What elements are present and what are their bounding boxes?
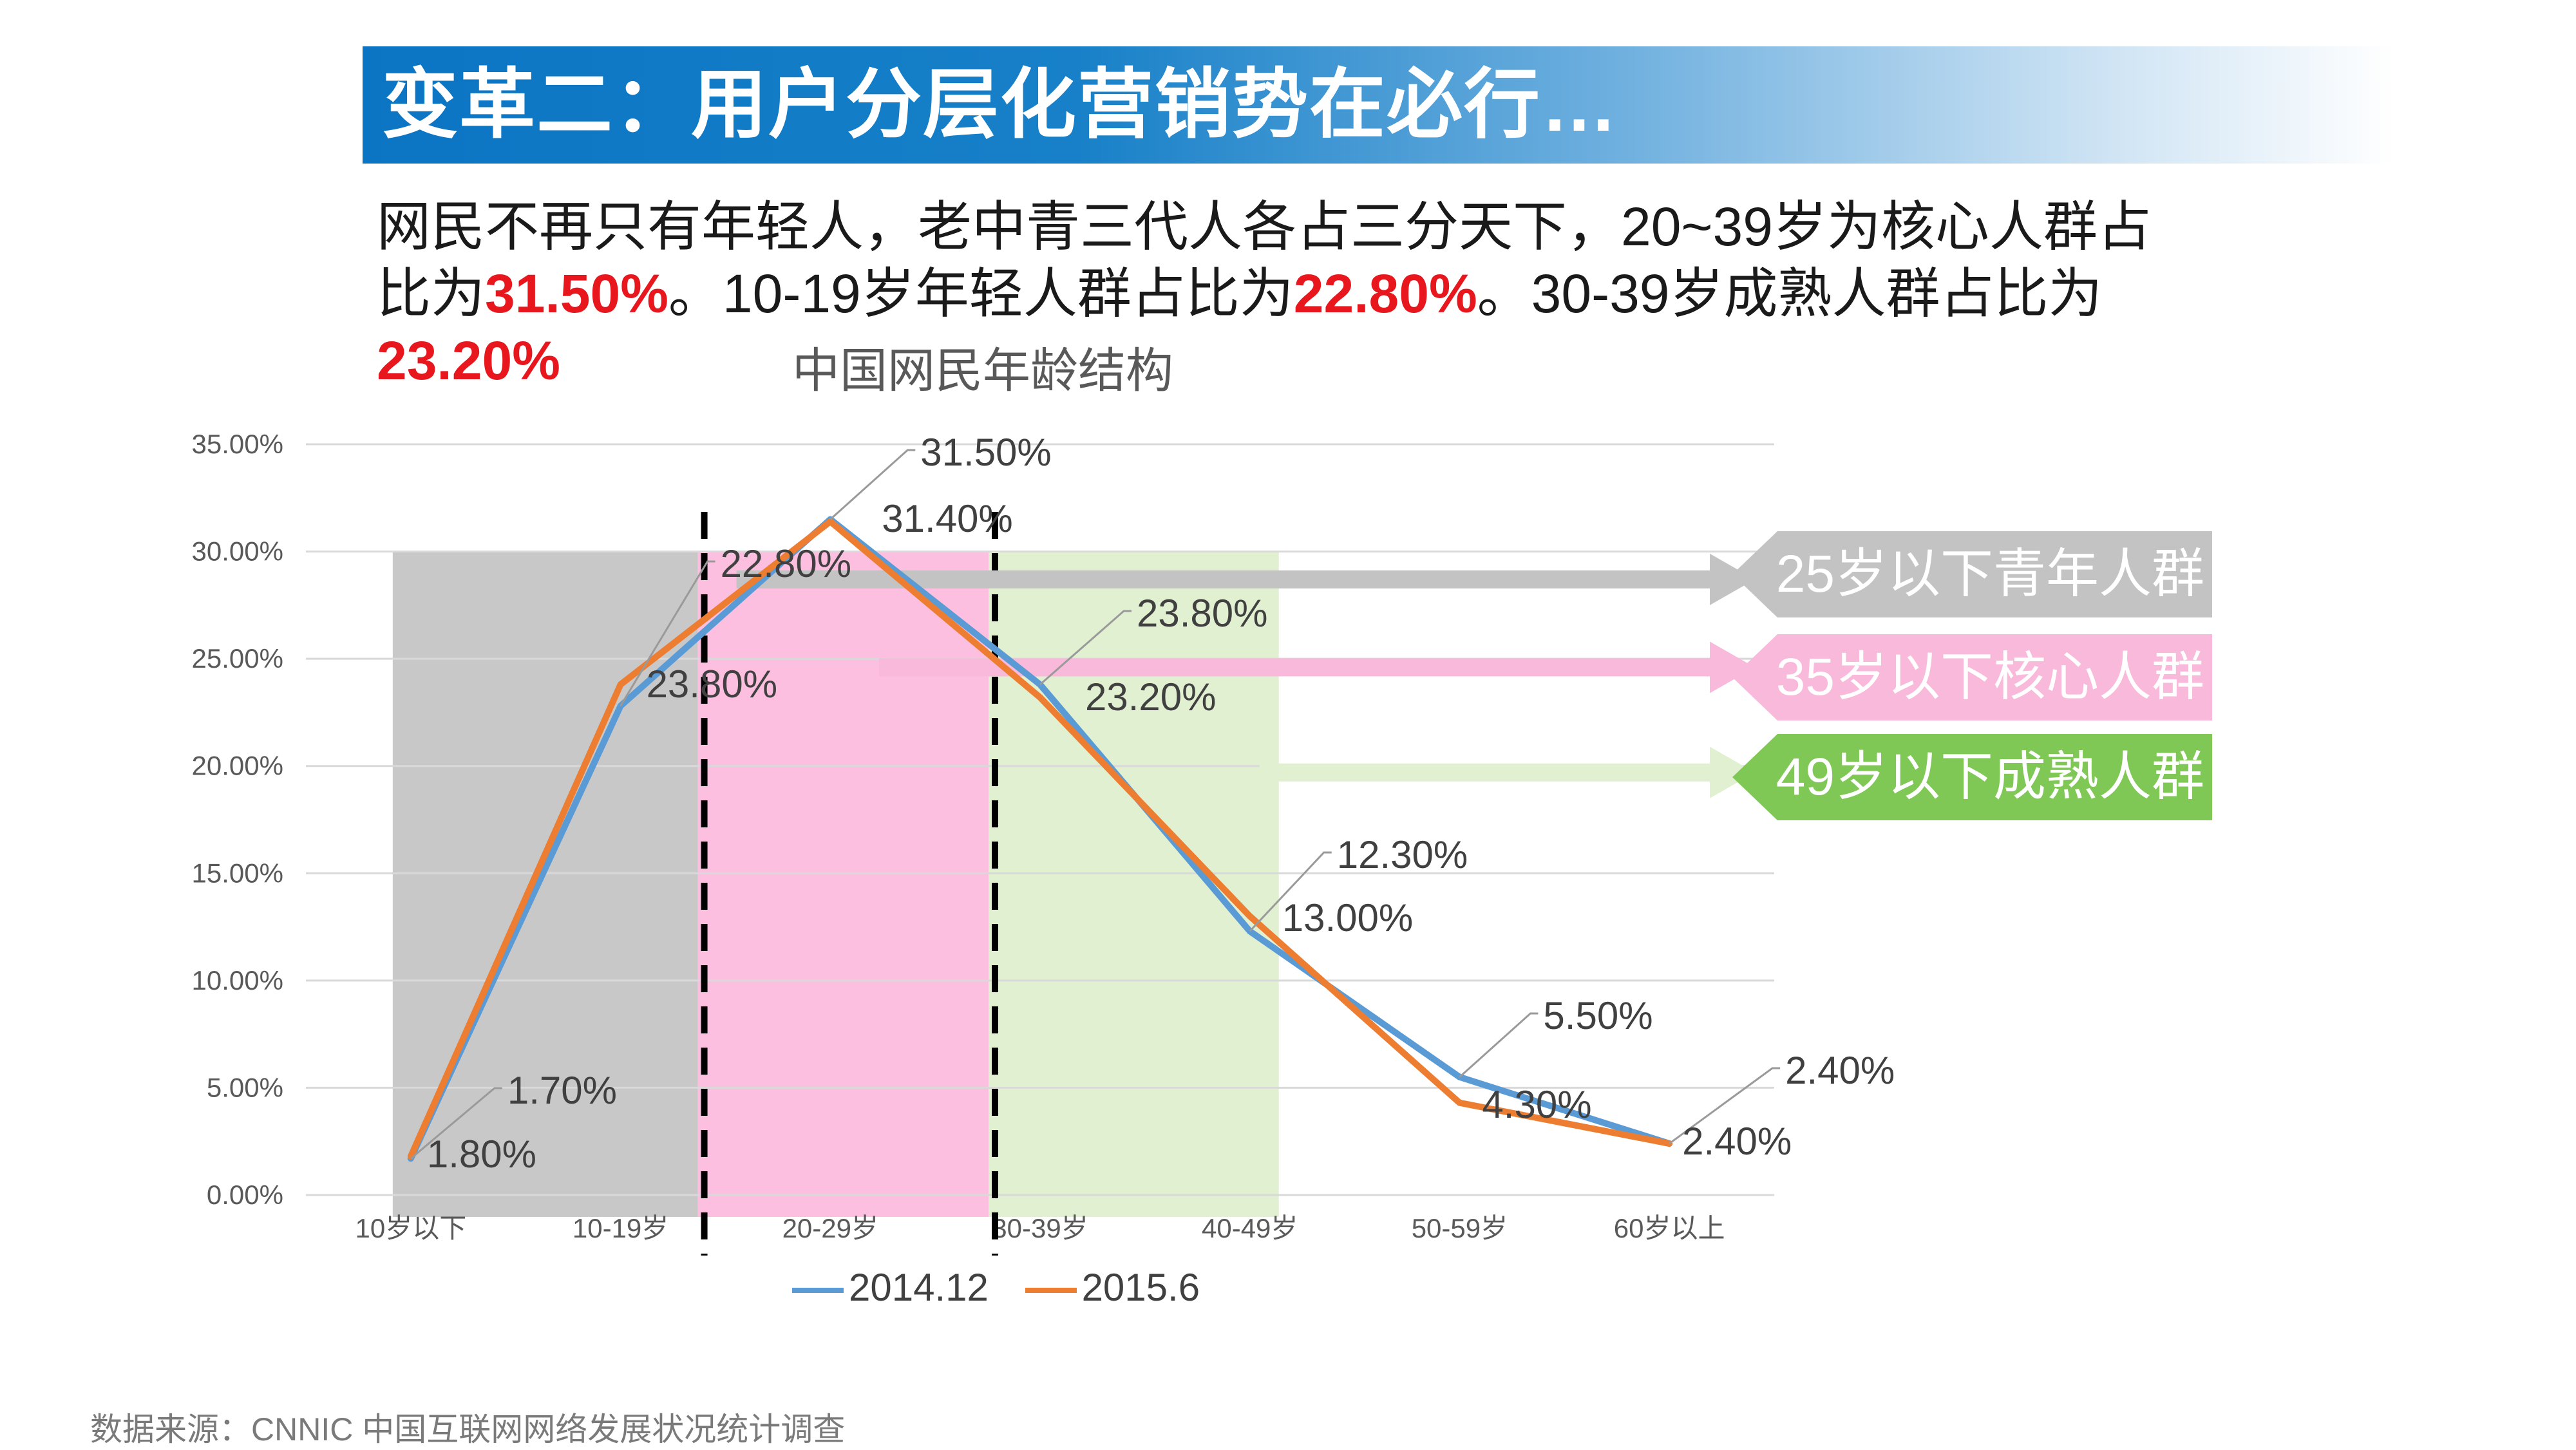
- group-label-mature: 49岁以下成熟人群: [1732, 734, 2212, 820]
- x-tick-label: 40-49岁: [1202, 1213, 1298, 1243]
- data-label-2015.6: 23.20%: [1085, 675, 1217, 719]
- leader-line: [1459, 1012, 1539, 1078]
- data-label-2015.6: 23.80%: [647, 663, 778, 706]
- x-tick-label: 60岁以上: [1614, 1213, 1725, 1243]
- y-tick-label: 35.00%: [192, 429, 283, 459]
- legend-label-2015: 2015.6: [1081, 1266, 1200, 1309]
- legend-item-2014: 2014.12: [792, 1265, 989, 1310]
- summary-highlight-1: 31.50%: [485, 263, 668, 324]
- x-tick-label: 10-19岁: [573, 1213, 668, 1243]
- band-0: [392, 551, 698, 1217]
- chart-legend: 2014.12 2015.6: [792, 1265, 1226, 1310]
- summary-highlight-3: 23.20%: [377, 330, 560, 391]
- group-arrow-head-2: [1710, 746, 1755, 798]
- group-label-youth: 25岁以下青年人群: [1732, 531, 2212, 617]
- data-label-2014.12: 12.30%: [1337, 833, 1468, 876]
- group-arrow-shaft-0: [736, 570, 1710, 588]
- y-tick-label: 15.00%: [192, 858, 283, 888]
- data-label-2014.12: 2.40%: [1785, 1049, 1895, 1092]
- y-tick-label: 25.00%: [192, 643, 283, 673]
- data-label-2014.12: 22.80%: [721, 542, 852, 585]
- page-title: 变革二：用户分层化营销势在必行…: [382, 62, 1619, 147]
- legend-item-2015: 2015.6: [1025, 1265, 1200, 1310]
- band-2: [989, 551, 1279, 1217]
- legend-swatch-2015: [1025, 1288, 1077, 1294]
- data-label-2014.12: 31.50%: [920, 431, 1052, 474]
- group-arrow-head-0: [1710, 553, 1755, 605]
- leader-line: [1669, 1067, 1781, 1145]
- data-label-2015.6: 13.00%: [1282, 896, 1414, 939]
- y-tick-label: 20.00%: [192, 751, 283, 781]
- data-label-2015.6: 1.80%: [427, 1133, 536, 1176]
- data-label-2014.12: 5.50%: [1543, 994, 1653, 1037]
- y-tick-label: 30.00%: [192, 536, 283, 567]
- group-label-core: 35岁以下核心人群: [1732, 634, 2212, 720]
- group-arrow-head-1: [1710, 641, 1755, 693]
- data-label-2014.12: 1.70%: [507, 1069, 617, 1112]
- y-tick-label: 5.00%: [207, 1072, 283, 1102]
- x-tick-label: 30-39岁: [992, 1213, 1088, 1243]
- leader-line: [410, 1087, 502, 1160]
- y-tick-label: 10.00%: [192, 965, 283, 995]
- data-label-2015.6: 4.30%: [1482, 1083, 1591, 1126]
- legend-swatch-2014: [792, 1288, 844, 1294]
- summary-part-2: 。10-19岁年轻人群占比为: [668, 263, 1294, 324]
- leader-line: [620, 560, 715, 707]
- summary-part-3: 。30-39岁成熟人群占比为: [1477, 263, 2103, 324]
- data-label-2015.6: 2.40%: [1682, 1120, 1792, 1163]
- x-tick-label: 20-29岁: [782, 1213, 878, 1243]
- x-tick-label: 10岁以下: [355, 1213, 466, 1243]
- summary-highlight-2: 22.80%: [1293, 263, 1477, 324]
- summary-text: 网民不再只有年轻人，老中青三代人各占三分天下，20~39岁为核心人群占比为31.…: [377, 193, 2180, 394]
- group-arrow-shaft-2: [1259, 763, 1710, 782]
- data-source: 数据来源：CNNIC 中国互联网网络发展状况统计调查: [90, 1411, 846, 1447]
- x-tick-label: 50-59岁: [1412, 1213, 1508, 1243]
- legend-label-2014: 2014.12: [849, 1266, 989, 1309]
- leader-line: [1249, 851, 1332, 932]
- data-label-2015.6: 31.40%: [882, 497, 1013, 540]
- chart-title: 中国网民年龄结构: [792, 344, 1173, 397]
- summary-part-1: 网民不再只有年轻人，老中青三代人各占三分天下，20~39岁为核心人群占比为: [377, 196, 2152, 324]
- title-bar: 变革二：用户分层化营销势在必行…: [363, 46, 2394, 164]
- band-1: [697, 551, 989, 1217]
- data-label-2014.12: 23.80%: [1137, 592, 1268, 635]
- leader-line: [1039, 610, 1132, 686]
- y-tick-label: 0.00%: [207, 1180, 283, 1210]
- series-line-2015.6: [407, 518, 1673, 1160]
- leader-line: [829, 449, 916, 520]
